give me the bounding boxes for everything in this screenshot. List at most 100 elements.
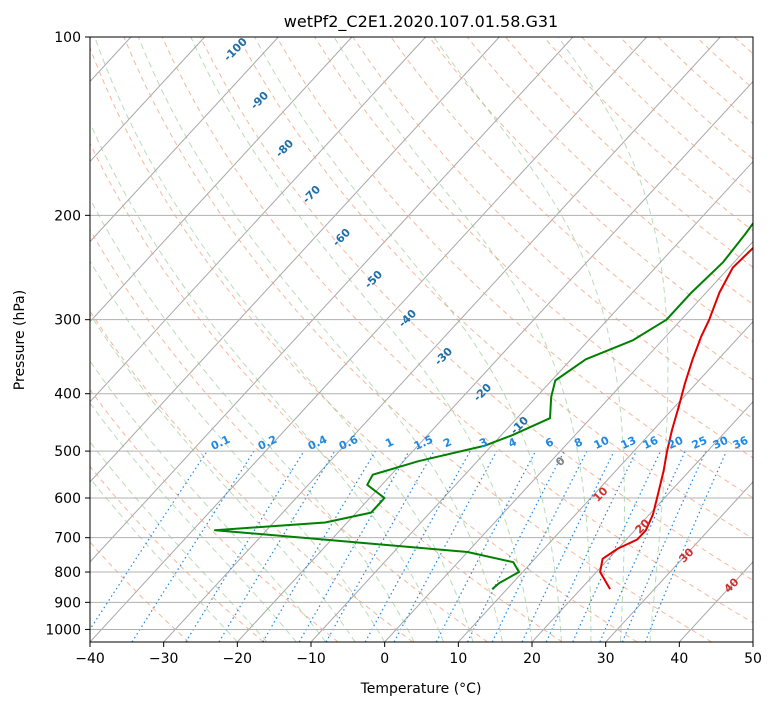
x-tick-label: −40: [75, 651, 105, 667]
dry-adiabat-label: -90: [248, 89, 271, 112]
dry-adiabat-line: [237, 37, 753, 540]
mixing-ratio-line: [393, 450, 498, 642]
dry-adiabat-label: -30: [432, 345, 455, 368]
mixing-ratio-line: [491, 450, 588, 642]
y-tick-label: 200: [54, 208, 81, 224]
isotherm-line: [90, 37, 647, 642]
moist-adiabat-line: [90, 477, 238, 642]
y-tick-label: 300: [54, 313, 81, 329]
mixing-ratio-label: 1: [383, 435, 395, 450]
mixing-ratio-label: 0.2: [256, 433, 279, 453]
dry-adiabat-line: [90, 142, 563, 642]
mixing-ratio-line: [364, 450, 471, 642]
dry-adiabat-line: [390, 37, 753, 381]
moist-adiabat-line: [90, 402, 297, 642]
dry-adiabat-line: [581, 37, 753, 196]
dry-adiabat-line: [161, 37, 753, 624]
mixing-ratio-line: [466, 450, 565, 642]
dry-adiabat-label: -50: [362, 268, 385, 291]
moist-adiabat-line: [557, 37, 669, 642]
dewpoint-line: [213, 221, 753, 590]
mixing-ratio-label: 36: [731, 434, 751, 452]
mixing-ratio-line: [131, 450, 255, 642]
x-tick-label: 20: [523, 651, 541, 667]
mixing-ratio-line: [572, 450, 662, 642]
x-tick-label: 50: [744, 651, 762, 667]
temperature-line: [599, 246, 753, 590]
dry-adiabat-line: [505, 37, 753, 268]
isotherm-line: [457, 320, 753, 642]
y-axis-label: Pressure (hPa): [12, 290, 28, 390]
mixing-ratio-label: 0.6: [337, 433, 360, 453]
isotherm-line: [90, 37, 279, 243]
x-tick-label: 0: [380, 651, 389, 667]
moist-adiabat-line: [333, 37, 592, 642]
x-tick-label: 10: [449, 651, 467, 667]
moist-adiabat-line: [137, 37, 503, 642]
isotherm-line: [605, 481, 753, 642]
mixing-ratio-label: 3: [477, 435, 489, 450]
mixing-ratio-line: [185, 450, 305, 642]
mixing-ratio-line: [521, 450, 615, 642]
moist-adiabat-line: [190, 37, 533, 642]
dry-adiabat-line: [90, 541, 190, 642]
x-tick-label: −30: [149, 651, 179, 667]
x-axis-label: Temperature (°C): [360, 681, 482, 697]
isotherm-line: [236, 80, 753, 642]
reference-lines: [0, 37, 753, 642]
y-tick-label: 400: [54, 387, 81, 403]
moist-adiabat-line: [94, 37, 474, 642]
mixing-ratio-line: [435, 450, 537, 642]
dry-adiabat-line: [90, 310, 414, 642]
isotherm-line: [90, 37, 353, 323]
isotherm-line: [90, 37, 426, 403]
x-tick-label: 40: [670, 651, 688, 667]
dry-adiabat-label: 30: [677, 545, 697, 565]
moist-adiabat-line: [90, 260, 386, 642]
x-tick-label: −20: [223, 651, 253, 667]
plot-frame: [89, 36, 754, 643]
x-tick-label: 30: [597, 651, 615, 667]
dry-adiabat-label: -70: [300, 183, 323, 206]
dry-adiabat-line: [428, 37, 753, 343]
isotherm-line: [90, 37, 574, 563]
mixing-ratio-label: 0.1: [209, 433, 232, 453]
dry-adiabat-line: [466, 37, 753, 305]
mixing-ratio-label: 16: [641, 434, 661, 452]
moist-adiabat-line: [254, 37, 562, 642]
dry-adiabat-line: [90, 465, 264, 642]
dry-adiabat-line: [90, 228, 488, 642]
mixing-ratio-label: 10: [592, 434, 612, 452]
isotherm-line: [310, 160, 753, 642]
y-tick-label: 600: [54, 491, 81, 507]
mixing-ratio-label: 20: [666, 434, 686, 452]
dry-adiabat-label: 0: [553, 454, 568, 469]
dry-adiabat-line: [695, 37, 753, 90]
mixing-ratio-label: 13: [619, 434, 638, 452]
moist-adiabat-line: [90, 360, 327, 642]
mixing-ratio-label: 25: [690, 434, 709, 452]
y-tick-label: 700: [54, 531, 81, 547]
mixing-ratio-line: [90, 450, 208, 631]
dry-adiabat-line: [90, 46, 638, 642]
moist-adiabat-line: [433, 37, 625, 642]
mixing-ratio-label: 2: [441, 435, 453, 450]
dry-adiabat-line: [619, 37, 753, 160]
isotherm-line: [752, 641, 753, 642]
isotherm-line: [0, 37, 57, 642]
mixing-ratio-label: 4: [506, 435, 519, 450]
dry-adiabat-line: [314, 37, 753, 459]
y-axis: 100 200 300 400 500 600 700 800 900 1000: [45, 30, 90, 638]
y-tick-label: 1000: [45, 622, 81, 638]
x-tick-label: −10: [296, 651, 326, 667]
mixing-ratio-label: 30: [711, 434, 731, 452]
mixing-ratio-label: 8: [572, 435, 584, 450]
dry-adiabat-line: [90, 388, 339, 642]
moist-adiabat-line: [90, 121, 445, 642]
moist-adiabat-line: [90, 313, 356, 642]
isotherm-line: [384, 240, 753, 642]
y-tick-label: 500: [54, 444, 81, 460]
dry-adiabat-label: -60: [330, 226, 353, 249]
mixing-ratio-label: 0.4: [306, 433, 329, 453]
